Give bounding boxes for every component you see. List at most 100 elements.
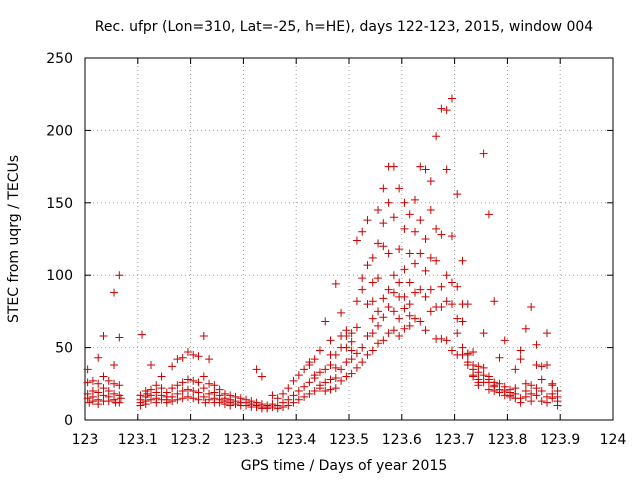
data-point <box>352 297 361 306</box>
data-point <box>374 274 383 283</box>
data-point <box>495 353 504 362</box>
data-point <box>220 400 229 409</box>
data-point <box>421 326 430 335</box>
data-point <box>315 368 324 377</box>
y-tick-label: 200 <box>46 123 73 139</box>
data-point <box>294 395 303 404</box>
data-point <box>437 282 446 291</box>
data-point <box>447 346 456 355</box>
data-point <box>242 401 251 410</box>
data-point <box>447 278 456 287</box>
data-point <box>447 232 456 241</box>
data-point <box>194 395 203 404</box>
data-point <box>189 350 198 359</box>
data-point <box>337 365 346 374</box>
data-point <box>384 198 393 207</box>
data-point <box>94 353 103 362</box>
data-point <box>405 249 414 258</box>
data-point <box>321 387 330 396</box>
data-point <box>516 355 525 364</box>
data-point <box>405 300 414 309</box>
data-point <box>490 382 499 391</box>
data-point <box>194 378 203 387</box>
data-point <box>484 375 493 384</box>
data-point <box>411 227 419 236</box>
data-point <box>363 216 372 225</box>
data-point <box>405 278 414 287</box>
data-point <box>347 337 356 346</box>
data-point <box>416 317 425 326</box>
data-point <box>395 332 404 341</box>
data-point <box>294 371 303 380</box>
x-tick-label: 123.3 <box>223 432 263 448</box>
data-point <box>384 285 393 294</box>
data-point <box>115 381 124 390</box>
data-point <box>463 350 472 359</box>
data-point <box>437 104 446 113</box>
data-point <box>400 304 409 313</box>
data-point <box>337 308 346 317</box>
data-point <box>94 400 103 409</box>
data-point <box>384 329 393 338</box>
data-point <box>347 329 356 338</box>
data-point <box>94 388 103 397</box>
data-point <box>141 400 150 409</box>
data-point <box>374 307 383 316</box>
data-point <box>115 333 124 342</box>
data-point <box>400 292 409 301</box>
data-point <box>363 350 372 359</box>
data-point <box>300 392 309 401</box>
x-tick-label: 123.9 <box>540 432 580 448</box>
data-point <box>83 378 92 387</box>
data-point <box>257 372 266 381</box>
data-point <box>495 385 504 394</box>
data-point <box>147 395 155 404</box>
data-point <box>389 162 398 171</box>
data-point <box>432 132 441 141</box>
data-point <box>516 398 525 407</box>
data-point <box>205 395 214 404</box>
data-point <box>337 376 346 385</box>
data-point <box>85 398 94 407</box>
data-point <box>273 404 282 413</box>
data-point <box>326 336 335 345</box>
data-point <box>395 245 404 254</box>
data-point <box>479 363 488 372</box>
data-point <box>358 285 367 294</box>
data-point <box>173 395 182 404</box>
data-point <box>189 376 198 385</box>
data-point <box>352 349 361 358</box>
data-point <box>252 365 261 374</box>
data-point <box>168 362 177 371</box>
x-tick-label: 123.6 <box>382 432 422 448</box>
data-point <box>426 285 435 294</box>
data-point <box>479 149 488 158</box>
data-point <box>411 195 419 204</box>
data-point <box>110 379 119 388</box>
data-point <box>537 397 546 406</box>
x-tick-label: 123.1 <box>118 432 158 448</box>
data-point <box>189 387 198 396</box>
data-point <box>400 224 409 233</box>
data-point <box>363 261 372 270</box>
data-point <box>442 271 451 280</box>
x-tick-label: 124 <box>600 432 627 448</box>
data-point <box>479 371 488 380</box>
data-point <box>363 300 372 309</box>
data-point <box>315 346 324 355</box>
data-point <box>453 329 462 338</box>
data-point <box>368 297 377 306</box>
data-point <box>183 347 192 356</box>
data-point <box>289 398 298 407</box>
data-point <box>115 398 124 407</box>
data-point <box>183 392 192 401</box>
data-point <box>210 381 219 390</box>
data-point <box>442 165 451 174</box>
data-point <box>99 372 108 381</box>
data-point <box>442 297 451 306</box>
data-point <box>368 329 377 338</box>
data-point <box>157 384 166 393</box>
data-point <box>173 381 182 390</box>
data-point <box>326 385 335 394</box>
